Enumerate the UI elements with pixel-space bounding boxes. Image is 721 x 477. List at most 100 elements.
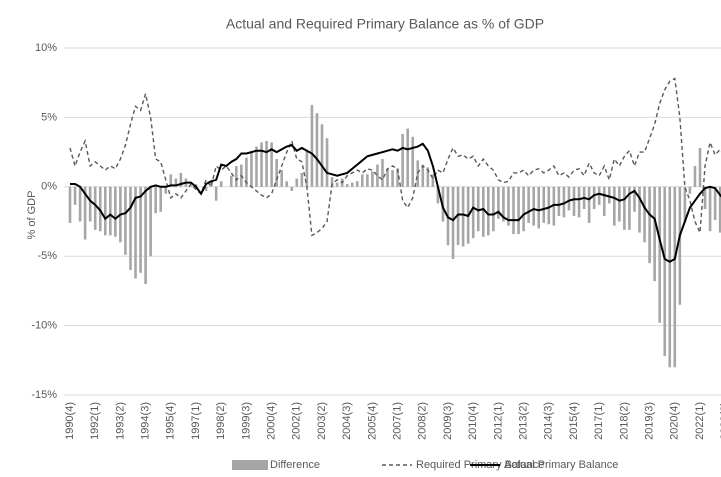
bar	[502, 186, 505, 222]
bar	[345, 184, 349, 187]
bar	[406, 128, 409, 187]
x-tick-label: 2009(3)	[442, 402, 454, 440]
legend-label: Actual Primary Balance	[504, 459, 618, 471]
bar	[507, 186, 510, 226]
bar	[567, 186, 571, 211]
x-tick-label: 2017(1)	[593, 402, 605, 440]
bar	[255, 146, 258, 187]
bar	[713, 186, 717, 221]
bar	[638, 186, 641, 233]
x-tick-label: 2012(1)	[492, 402, 504, 440]
bar	[416, 160, 420, 187]
x-tick-label: 2020(4)	[669, 402, 681, 440]
bar	[542, 186, 546, 223]
x-tick-label: 1997(1)	[190, 402, 202, 440]
x-tick-label: 2018(2)	[618, 402, 630, 440]
bar	[673, 186, 677, 368]
x-tick-label: 1992(1)	[89, 402, 101, 440]
x-tick-label: 2023(2)	[719, 402, 721, 440]
bar	[235, 165, 238, 187]
bar	[703, 186, 707, 210]
bar	[315, 113, 319, 187]
bar	[245, 157, 248, 187]
bar	[698, 147, 702, 187]
bar	[517, 186, 520, 234]
bar	[577, 186, 581, 218]
bar	[366, 174, 369, 187]
line	[69, 77, 721, 237]
bar	[109, 186, 112, 236]
bar	[557, 186, 561, 216]
bar	[597, 186, 601, 205]
bar	[139, 186, 142, 273]
bar	[68, 186, 72, 223]
bar	[103, 186, 107, 236]
bar	[305, 150, 309, 187]
bar	[330, 177, 334, 187]
bar	[154, 186, 157, 214]
bar	[492, 186, 495, 232]
bar	[552, 186, 556, 226]
x-tick-label: 1994(3)	[140, 402, 152, 440]
y-tick-label: 10%	[35, 42, 57, 54]
x-tick-label: 2005(4)	[366, 402, 378, 440]
bar	[562, 186, 566, 218]
bar	[668, 186, 672, 368]
bar	[527, 186, 530, 223]
bar	[648, 186, 651, 264]
bar	[421, 164, 425, 187]
bar	[643, 186, 646, 243]
bar	[250, 152, 253, 187]
bar	[431, 174, 435, 187]
bar	[295, 178, 299, 187]
bar	[522, 186, 525, 232]
bar	[436, 186, 440, 204]
bar	[310, 104, 314, 187]
bar	[708, 186, 712, 232]
x-tick-label: 2014(3)	[543, 402, 555, 440]
x-tick-label: 2003(2)	[316, 402, 328, 440]
x-tick-label: 2008(2)	[417, 402, 429, 440]
y-tick-label: 5%	[41, 111, 57, 123]
x-tick-label: 2002(1)	[291, 402, 303, 440]
bar	[73, 186, 77, 205]
chart-title: Actual and Required Primary Balance as %…	[226, 16, 544, 32]
x-tick-label: 2013(2)	[518, 402, 530, 440]
x-tick-label: 2007(1)	[392, 402, 404, 440]
bar	[280, 170, 283, 187]
bar	[391, 170, 394, 187]
bar	[93, 186, 97, 230]
bar	[376, 164, 379, 187]
bar	[547, 186, 551, 225]
x-tick-label: 2015(4)	[568, 402, 580, 440]
bar	[83, 186, 87, 240]
bar	[683, 186, 687, 222]
bar	[214, 186, 218, 201]
bar	[144, 186, 147, 284]
bar	[688, 186, 692, 194]
bar	[497, 186, 500, 219]
bar	[124, 186, 127, 255]
bar	[512, 186, 515, 234]
bar	[476, 186, 480, 232]
bar	[275, 159, 278, 187]
bar	[290, 186, 294, 191]
bar	[229, 175, 233, 187]
x-tick-label: 1995(4)	[165, 402, 177, 440]
bar	[613, 186, 616, 226]
y-tick-label: -10%	[31, 320, 57, 332]
bar	[396, 168, 399, 187]
y-tick-label: -5%	[37, 250, 57, 262]
line	[70, 142, 721, 263]
bar	[164, 186, 168, 194]
bar	[174, 178, 178, 187]
x-tick-label: 1990(4)	[64, 402, 76, 440]
bar	[633, 186, 636, 212]
bar	[693, 165, 697, 187]
bar	[386, 168, 389, 187]
bar	[371, 171, 374, 187]
bar	[663, 186, 667, 357]
bar	[592, 186, 596, 210]
y-tick-label: -15%	[31, 389, 57, 401]
bar	[628, 186, 631, 230]
